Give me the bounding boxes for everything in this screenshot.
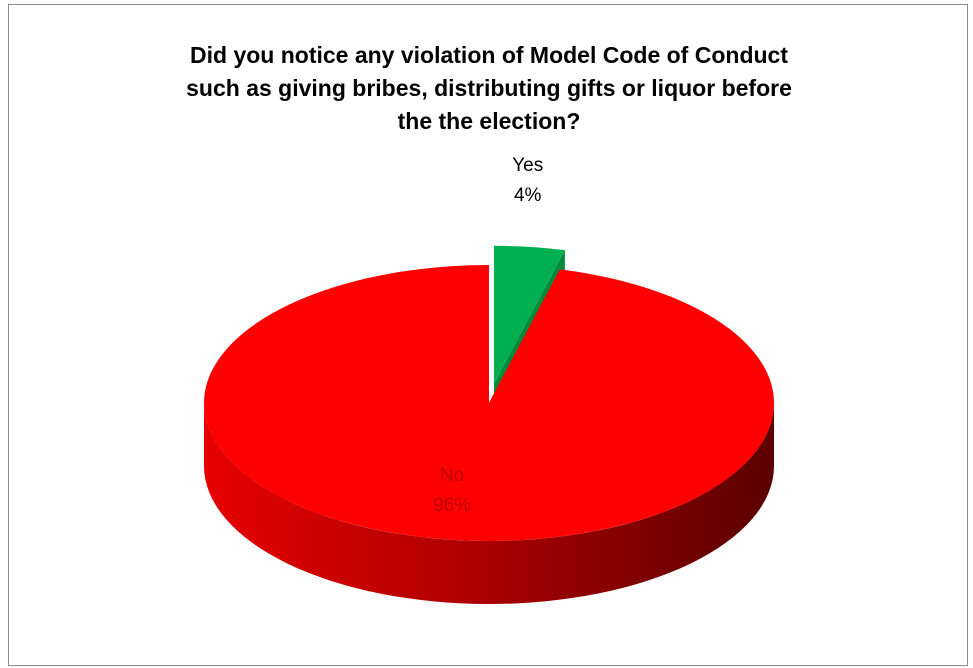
data-label-no-category: No — [440, 465, 464, 486]
pie-slice-no — [204, 265, 775, 541]
data-label-yes-percent: 4% — [514, 185, 542, 206]
pie-slice-yes — [494, 245, 565, 384]
data-label-no-percent: 96% — [433, 495, 471, 516]
pie-slice-no-side — [204, 403, 774, 604]
data-label-yes: Yes 4% — [512, 155, 543, 206]
pie-chart: Yes 4% No 96% — [204, 155, 775, 604]
chart-frame: Did you notice any violation of Model Co… — [8, 4, 968, 666]
chart-title: Did you notice any violation of Model Co… — [186, 42, 792, 134]
data-label-no: No 96% — [433, 465, 471, 516]
data-label-yes-category: Yes — [512, 155, 543, 176]
